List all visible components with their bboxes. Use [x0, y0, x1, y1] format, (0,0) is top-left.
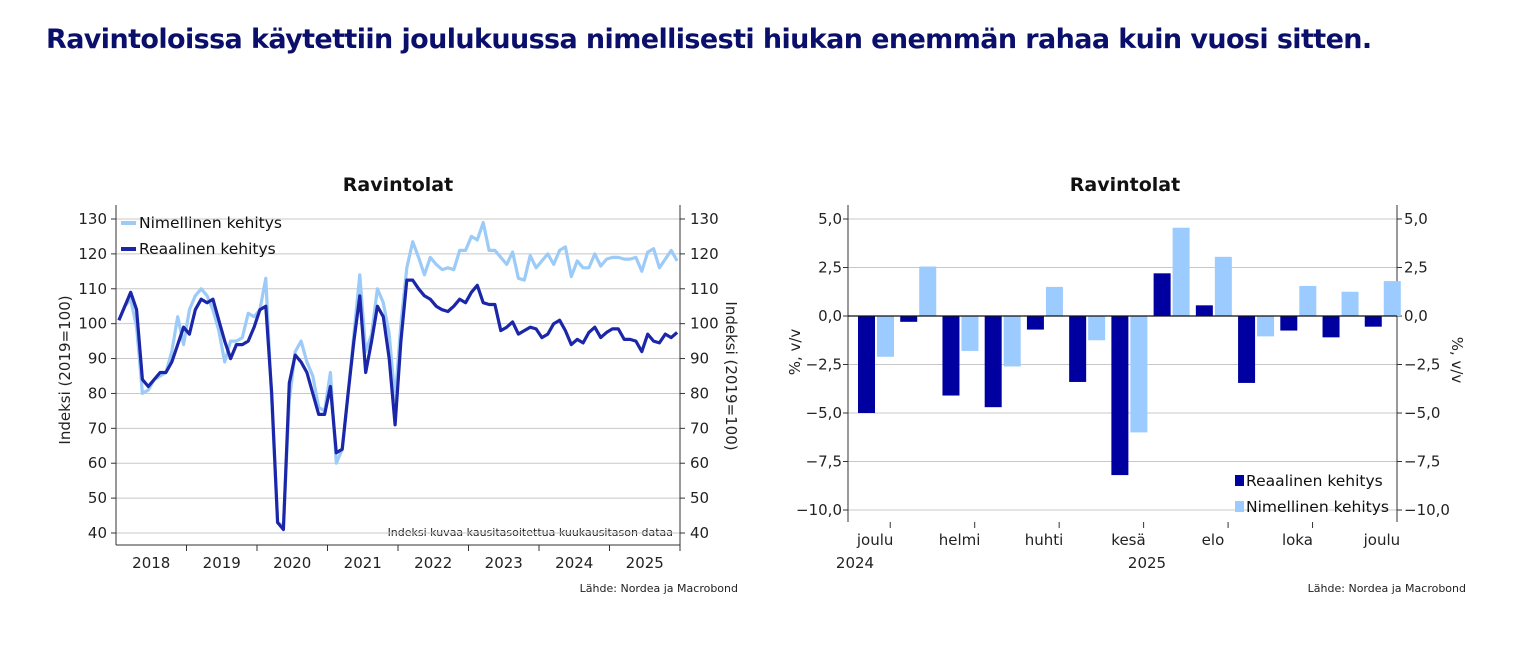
y-tick-label-right: 100	[690, 315, 719, 333]
right-chart-title: Ravintolat	[1070, 174, 1180, 196]
y-tick-label: 50	[88, 489, 107, 507]
right-source: Lähde: Nordea ja Macrobond	[1308, 582, 1466, 595]
bar-nimellinen	[1383, 281, 1401, 316]
bar-chart: Ravintolat %, v/v %, v/v Lähde: Nordea j…	[786, 174, 1466, 595]
bar-reaalinen	[1364, 316, 1382, 327]
y-tick-label: 60	[88, 454, 107, 472]
y-tick-label-right: 0,0	[1404, 307, 1428, 325]
x-tick-label: huhti	[1025, 531, 1064, 549]
x-year-label: 2024	[836, 554, 874, 572]
page-title: Ravintoloissa käytettiin joulukuussa nim…	[46, 24, 1372, 55]
y-tick-label-right: −5,0	[1404, 404, 1440, 422]
y-tick-label: 0,0	[818, 307, 842, 325]
y-tick-label-right: 120	[690, 245, 719, 263]
bar-nimellinen	[961, 316, 979, 351]
y-tick-label: 100	[78, 315, 107, 333]
y-tick-label-right: 80	[690, 384, 709, 402]
legend-label: Reaalinen kehitys	[139, 240, 276, 258]
y-tick-label-right: 5,0	[1404, 210, 1428, 228]
y-tick-label-right: −10,0	[1404, 501, 1450, 519]
legend-swatch	[1235, 475, 1244, 486]
y-tick-label-right: 70	[690, 419, 709, 437]
y-tick-label: 5,0	[818, 210, 842, 228]
bar-nimellinen	[877, 316, 894, 357]
x-tick-label: 2019	[203, 554, 241, 572]
legend-swatch	[1235, 501, 1244, 512]
bar-nimellinen	[1130, 316, 1148, 433]
legend-label: Nimellinen kehitys	[139, 214, 282, 232]
y-tick-label-right: 130	[690, 210, 719, 228]
x-tick-label: 2021	[344, 554, 382, 572]
y-tick-label-right: −7,5	[1404, 453, 1440, 471]
bar-nimellinen	[1214, 256, 1232, 316]
bar-nimellinen	[1257, 316, 1275, 337]
bar-reaalinen	[1153, 273, 1171, 316]
y-tick-label: 80	[88, 384, 107, 402]
left-y-axis-title: Indeksi (2019=100)	[56, 295, 74, 444]
y-tick-label-right: 40	[690, 524, 709, 542]
bar-reaalinen	[1238, 316, 1256, 383]
y-tick-label-right: 60	[690, 454, 709, 472]
y-tick-label: −7,5	[806, 453, 842, 471]
bar-nimellinen	[1341, 291, 1359, 316]
bar-right-y-axis-title: %, v/v	[1448, 337, 1466, 384]
y-tick-label: −2,5	[806, 356, 842, 374]
legend-label: Reaalinen kehitys	[1246, 472, 1383, 490]
y-tick-label-right: −2,5	[1404, 356, 1440, 374]
series-line-reaalinen	[117, 278, 679, 532]
bar-reaalinen	[900, 316, 918, 322]
legend-label: Nimellinen kehitys	[1246, 498, 1389, 516]
bar-reaalinen	[1069, 316, 1087, 382]
y-tick-label: 70	[88, 419, 107, 437]
bar-reaalinen	[1026, 316, 1044, 330]
bar-reaalinen	[858, 316, 875, 413]
x-tick-label: 2023	[485, 554, 523, 572]
y-tick-label-right: 90	[690, 350, 709, 368]
bar-reaalinen	[984, 316, 1002, 408]
x-tick-label: 2024	[555, 554, 593, 572]
y-tick-label: 130	[78, 210, 107, 228]
x-tick-label: kesä	[1111, 531, 1145, 549]
bar-nimellinen	[1299, 285, 1317, 316]
x-tick-label: joulu	[856, 531, 894, 549]
x-tick-label: 2020	[273, 554, 311, 572]
x-tick-label: elo	[1202, 531, 1225, 549]
x-year-label: 2025	[1128, 554, 1166, 572]
x-tick-label: 2022	[414, 554, 452, 572]
y-tick-label: 110	[78, 280, 107, 298]
x-tick-label: 2025	[626, 554, 664, 572]
bar-nimellinen	[1045, 286, 1063, 316]
x-tick-label: helmi	[939, 531, 981, 549]
line-chart: Ravintolat Indeksi (2019=100) Indeksi (2…	[56, 174, 740, 595]
bar-reaalinen	[1195, 305, 1213, 316]
bar-reaalinen	[942, 316, 960, 396]
y-tick-label: 90	[88, 350, 107, 368]
left-chart-title: Ravintolat	[343, 174, 453, 196]
bar-reaalinen	[1280, 316, 1298, 331]
bar-nimellinen	[1003, 316, 1021, 367]
x-tick-label: loka	[1282, 531, 1313, 549]
bar-reaalinen	[1111, 316, 1129, 476]
bar-left-y-axis-title: %, v/v	[786, 329, 804, 376]
y-tick-label-right: 2,5	[1404, 259, 1428, 277]
y-tick-label: −5,0	[806, 404, 842, 422]
bar-reaalinen	[1322, 316, 1340, 338]
y-tick-label: −10,0	[796, 501, 842, 519]
bar-nimellinen	[1088, 316, 1106, 341]
x-tick-label: 2018	[132, 554, 170, 572]
x-tick-label: joulu	[1363, 531, 1401, 549]
y-tick-label: 2,5	[818, 259, 842, 277]
y-tick-label-right: 110	[690, 280, 719, 298]
y-tick-label: 120	[78, 245, 107, 263]
y-tick-label: 40	[88, 524, 107, 542]
right-y-axis-title: Indeksi (2019=100)	[722, 301, 740, 450]
y-tick-label-right: 50	[690, 489, 709, 507]
bar-nimellinen	[1172, 227, 1190, 316]
left-source: Lähde: Nordea ja Macrobond	[580, 582, 738, 595]
bar-nimellinen	[919, 266, 937, 316]
